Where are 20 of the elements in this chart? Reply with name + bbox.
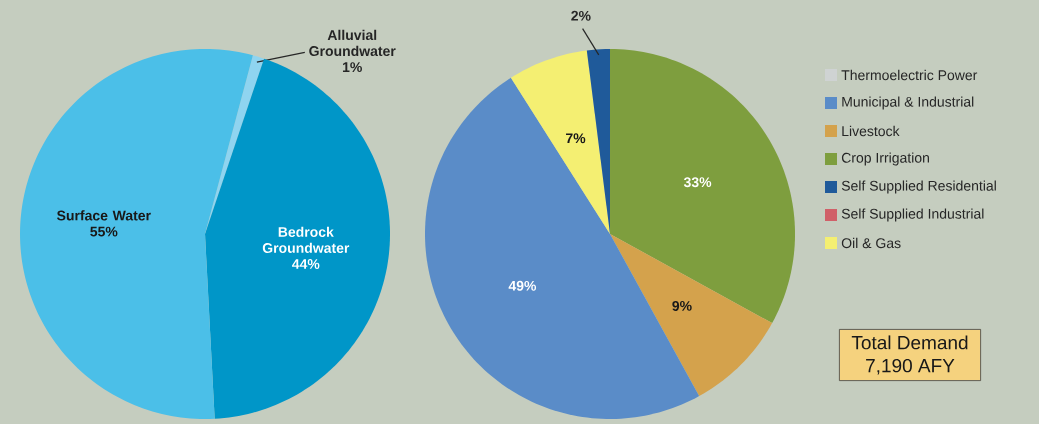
legend-label: Self Supplied Residential	[841, 180, 996, 194]
legend-label: Livestock	[842, 125, 900, 137]
text: 7,190 AFY	[866, 358, 955, 375]
data-label: 7%	[566, 133, 586, 144]
data-label: 33%	[683, 177, 712, 188]
legend-label: Crop Irrigation	[841, 152, 929, 166]
data-label: 1%	[342, 62, 362, 73]
legend-label: Oil & Gas	[841, 237, 901, 249]
data-label: 44%	[292, 259, 320, 269]
legend-label: Municipal & Industrial	[842, 96, 974, 110]
text: Total Demand	[851, 335, 968, 350]
slice-label: Bedrock Groundwater	[262, 226, 350, 253]
data-label: 55%	[90, 226, 118, 237]
slice-label: Alluvial Groundwater	[309, 29, 396, 57]
legend-label: Self Supplied Industrial	[841, 208, 984, 222]
data-label: 2%	[571, 10, 591, 21]
data-label: 9%	[672, 300, 692, 311]
data-label: 49%	[508, 280, 537, 291]
slice-label: Surface Water	[57, 210, 151, 221]
legend-label: Thermoelectric Power	[841, 69, 978, 81]
